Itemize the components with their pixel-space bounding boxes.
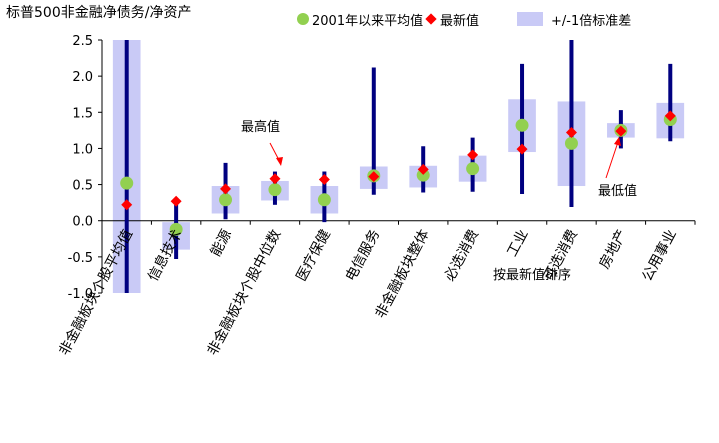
x-category-label: 必选消费 (442, 227, 482, 284)
x-category-label: 工业 (504, 227, 531, 259)
average-dot (564, 136, 578, 150)
latest-diamond (318, 174, 330, 186)
range-line-group (124, 40, 673, 293)
annotation-max-arrowhead (276, 157, 283, 166)
y-tick-label: -1.0 (68, 287, 93, 302)
latest-diamond (664, 110, 676, 122)
latest-diamond (467, 149, 479, 161)
latest-diamond-group (121, 110, 676, 211)
annotation-sort-note: 按最新值排序 (493, 267, 571, 283)
average-dot (416, 168, 430, 182)
average-dot (120, 176, 134, 190)
y-tick-label: 2.0 (72, 70, 93, 85)
latest-diamond (269, 173, 281, 185)
legend-item-band: +/-1倍标准差 (517, 8, 631, 30)
x-category-label: 公用事业 (639, 227, 679, 284)
legend-average-label: 2001年以来平均值 (312, 13, 424, 29)
y-tick-label: -0.5 (68, 251, 93, 266)
annotation-min-arrowhead (614, 137, 621, 146)
average-dot (317, 193, 331, 207)
annotation-min-arrow (605, 141, 619, 179)
y-tick-group: 2.5 2.0 1.5 1.0 0.5 0.0 -0.5 -1.0 (68, 34, 102, 302)
average-dot (169, 222, 183, 236)
x-category-label: 房地产 (597, 227, 631, 272)
x-category-label: 医疗保健 (293, 227, 333, 284)
x-category-label: 非金融板块整体 (373, 227, 433, 321)
annotation-group: 最高值 最低值 按最新值排序 (241, 119, 637, 283)
x-tick-group (101, 220, 696, 225)
band-swatch-icon (517, 12, 543, 26)
average-dot (515, 118, 529, 132)
latest-diamond (368, 171, 380, 183)
y-tick-label: 0.0 (72, 215, 93, 230)
y-tick-label: 2.5 (72, 34, 93, 49)
latest-diamond (565, 127, 577, 139)
average-dot-group (120, 113, 677, 236)
std-band-group (112, 40, 685, 293)
y-tick-label: 0.5 (72, 179, 93, 194)
latest-diamond (615, 125, 627, 137)
average-dot (268, 183, 282, 197)
latest-diamond (516, 143, 528, 155)
latest-diamond (170, 195, 182, 207)
green-dot-icon (297, 13, 309, 25)
x-category-label: 能源 (208, 227, 235, 259)
average-dot (219, 193, 233, 207)
legend-item-latest: 最新值 (425, 8, 479, 30)
red-diamond-icon (425, 13, 437, 25)
y-tick-label: 1.0 (72, 142, 93, 157)
annotation-max-label: 最高值 (241, 119, 280, 135)
chart-title: 标普500非金融净债务/净资产 (6, 5, 192, 21)
latest-diamond (220, 183, 232, 195)
legend-latest-label: 最新值 (440, 13, 480, 29)
x-category-label: 电信服务 (343, 227, 383, 284)
legend-band-label: +/-1倍标准差 (551, 13, 632, 29)
average-dot (466, 162, 480, 176)
latest-diamond (121, 199, 133, 211)
latest-diamond (417, 163, 429, 175)
legend-item-average: 2001年以来平均值 (297, 8, 423, 30)
y-tick-label: 1.5 (72, 106, 93, 121)
annotation-min-label: 最低值 (598, 183, 637, 199)
